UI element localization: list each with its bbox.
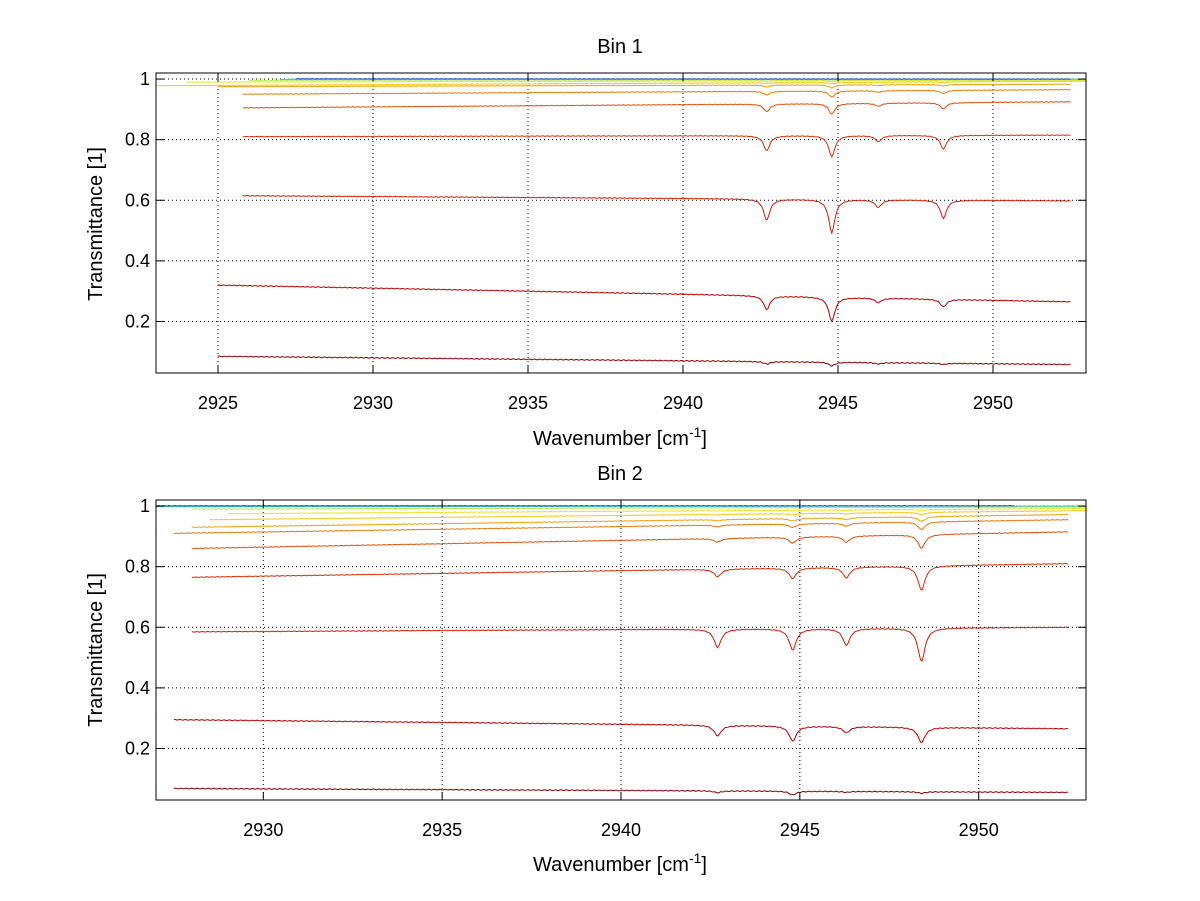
x-tick-label: 2950 bbox=[959, 820, 999, 840]
y-tick-label: 0.2 bbox=[125, 738, 150, 758]
y-tick-label: 0.4 bbox=[125, 678, 150, 698]
y-tick-label: 0.4 bbox=[125, 251, 150, 271]
x-tick-label: 2945 bbox=[780, 820, 820, 840]
y-tick-label: 0.2 bbox=[125, 311, 150, 331]
y-tick-label: 0.6 bbox=[125, 617, 150, 637]
ticks: 2930 2935 2940 2945 2950 0.2 0.4 0.6 0.8 1 bbox=[125, 496, 1086, 840]
series-line bbox=[191, 513, 1069, 529]
subplot-bin-2: Bin 2 2930 2935 2940 2945 29500.20.40.60.81 … bbox=[85, 463, 1087, 876]
y-tick-label: 0.8 bbox=[125, 130, 150, 150]
y-tick-label: 0.6 bbox=[125, 190, 150, 210]
chart-title: Bin 1 bbox=[597, 36, 643, 58]
x-tick-label: 2925 bbox=[198, 393, 238, 413]
ticks: 2925 2930 2935 2940 2945 2950 0.2 0.4 0.6 0.8 1 bbox=[125, 69, 1086, 413]
series-line bbox=[217, 284, 1071, 323]
y-tick-label: 0.8 bbox=[125, 557, 150, 577]
series-line bbox=[191, 506, 1087, 510]
x-tick-label: 2935 bbox=[422, 820, 462, 840]
y-tick-label: 1 bbox=[140, 496, 150, 516]
x-tick-label: 2940 bbox=[601, 820, 641, 840]
x-axis-label: Wavenumber [cm-1] bbox=[533, 424, 707, 450]
y-tick-label: 1 bbox=[140, 69, 150, 89]
series-line bbox=[248, 78, 1087, 82]
series-line bbox=[173, 519, 1069, 535]
series-line bbox=[242, 88, 1071, 98]
axes-frame bbox=[155, 72, 1087, 374]
x-tick-label: 2950 bbox=[973, 393, 1013, 413]
series-line bbox=[209, 509, 1087, 521]
plot-area bbox=[155, 504, 1087, 796]
series-line bbox=[173, 718, 1069, 743]
x-tick-label: 2940 bbox=[663, 393, 703, 413]
series-line bbox=[191, 626, 1069, 662]
gridlines bbox=[156, 73, 1086, 373]
plot-area bbox=[156, 77, 1087, 367]
series-line bbox=[186, 79, 1087, 83]
series-line bbox=[217, 355, 1071, 367]
chart-title: Bin 2 bbox=[597, 463, 643, 485]
x-tick-label: 2930 bbox=[353, 393, 393, 413]
series-line bbox=[155, 504, 1015, 507]
x-tick-label: 2930 bbox=[243, 820, 283, 840]
x-tick-label: 2945 bbox=[818, 393, 858, 413]
series-line bbox=[191, 562, 1069, 591]
subplot-bin-1: Bin 1 2925 2930 2935 2940 2945 2950 0.2 0.4 0.6 0… bbox=[85, 36, 1087, 450]
x-tick-label: 2935 bbox=[508, 393, 548, 413]
series-line bbox=[217, 83, 1071, 89]
series-line bbox=[191, 531, 1069, 550]
series-line bbox=[156, 80, 1087, 87]
y-axis-label: Transmittance [1] bbox=[85, 147, 107, 301]
series-line bbox=[242, 101, 1071, 115]
x-axis-label: Wavenumber [cm-1] bbox=[533, 850, 707, 876]
series-line bbox=[173, 787, 1069, 796]
series-line bbox=[227, 507, 1087, 515]
y-axis-label: Transmittance [1] bbox=[85, 573, 107, 727]
series-line bbox=[242, 134, 1071, 158]
series-line bbox=[242, 194, 1071, 235]
gridlines bbox=[156, 500, 1086, 800]
